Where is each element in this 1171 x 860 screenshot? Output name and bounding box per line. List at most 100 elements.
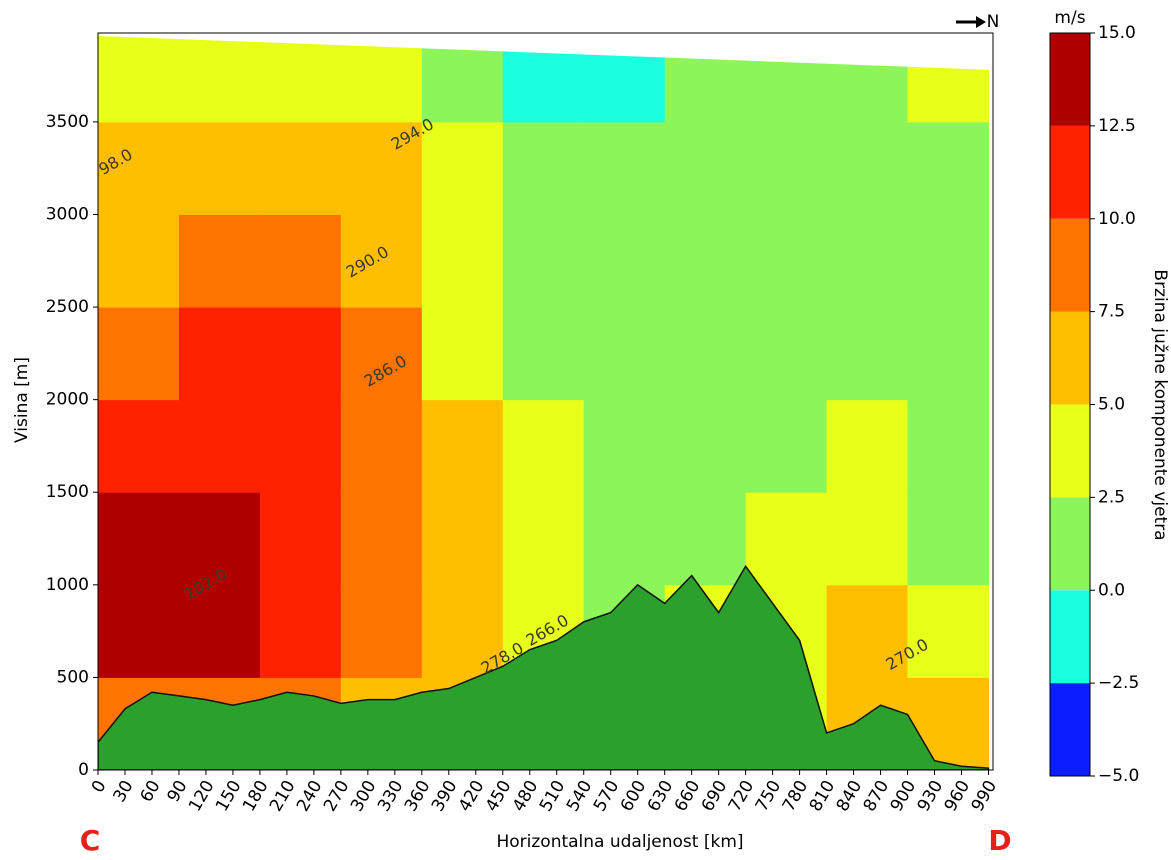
x-tick-label: 390 (428, 777, 462, 815)
colorbar-segment (1050, 683, 1090, 776)
field-cell (98, 492, 180, 586)
field-cell (259, 121, 342, 215)
x-tick-label: 450 (482, 777, 516, 815)
field-cell (259, 584, 342, 678)
x-tick-label: 690 (698, 777, 732, 815)
field-cell (583, 399, 666, 493)
right-end-label: D (988, 824, 1011, 856)
y-tick-label: 2500 (46, 297, 89, 317)
field-cell (745, 399, 828, 493)
field-cell (745, 121, 828, 215)
x-tick-label: 300 (347, 777, 381, 815)
field-cell (421, 399, 504, 493)
north-label: N (987, 12, 1000, 32)
colorbar-segment (1050, 497, 1090, 591)
colorbar-tick-label: 10.0 (1098, 209, 1136, 229)
field-cell (745, 492, 828, 586)
x-tick-label: 420 (455, 777, 489, 815)
field-cell (98, 399, 180, 493)
x-tick-label: 540 (563, 777, 597, 815)
field-cell (907, 121, 990, 215)
x-tick-label: 240 (293, 777, 327, 815)
y-tick-label: 3000 (46, 204, 89, 224)
terrain (98, 564, 990, 770)
field-cell (907, 399, 990, 493)
field-cell (826, 399, 909, 493)
x-tick-label: 630 (644, 777, 678, 815)
x-tick-label: 660 (671, 777, 705, 815)
field-cell (178, 492, 261, 586)
colorbar-tick-label: 5.0 (1098, 395, 1125, 415)
y-axis-label: Visina [m] (12, 357, 32, 443)
field-cell (664, 307, 747, 401)
field-cell (826, 307, 909, 401)
x-tick-label: 510 (536, 777, 570, 815)
field-cell (583, 307, 666, 401)
field-cell (826, 121, 909, 215)
x-tick-label: 780 (779, 777, 813, 815)
field-cell (340, 584, 423, 678)
colorbar-label: Brzina južne komponente vjetra (1150, 269, 1170, 540)
field-cell (907, 492, 990, 586)
x-tick-label: 180 (239, 777, 273, 815)
x-tick-label: 150 (212, 777, 246, 815)
x-tick-label: 870 (860, 777, 894, 815)
field-cell (907, 214, 990, 308)
field-cell (259, 492, 342, 586)
field-cell (259, 399, 342, 493)
x-tick-label: 750 (752, 777, 786, 815)
x-tick-label: 600 (617, 777, 651, 815)
field-cell (907, 307, 990, 401)
field-cell (745, 214, 828, 308)
field-cell (178, 121, 261, 215)
x-tick-label: 210 (266, 777, 300, 815)
y-tick-label: 3500 (46, 112, 89, 132)
field-cell (502, 121, 585, 215)
field-cell (259, 307, 342, 401)
colorbar-tick-label: −2.5 (1098, 673, 1139, 693)
field-cell (340, 307, 423, 401)
field-cell (340, 121, 423, 215)
field-cell (907, 584, 990, 678)
field-cell (664, 399, 747, 493)
field-cell (826, 584, 909, 678)
field-cell (421, 307, 504, 401)
colorbar-segment (1050, 218, 1090, 312)
colorbar-segment (1050, 33, 1090, 126)
field-cell (98, 121, 180, 215)
x-tick-label: 60 (136, 777, 164, 806)
x-tick-label: 960 (941, 777, 975, 815)
field-cell (259, 33, 342, 123)
field-cell (178, 214, 261, 308)
field-cell (502, 492, 585, 586)
x-tick-label: 270 (320, 777, 354, 815)
field-cell (340, 492, 423, 586)
colorbar-tick-label: 15.0 (1098, 23, 1136, 43)
x-tick-label: 720 (725, 777, 759, 815)
x-tick-label: 570 (590, 777, 624, 815)
field-cell (421, 584, 504, 678)
x-tick-label: 120 (185, 777, 219, 815)
plot-frame (97, 32, 994, 771)
top-mask (98, 33, 993, 70)
field-cell (826, 214, 909, 308)
field-cell (178, 33, 261, 123)
x-tick-label: 480 (509, 777, 543, 815)
field-cell (259, 214, 342, 308)
colorbar-segment (1050, 311, 1090, 405)
field-cell (340, 33, 423, 123)
field-cell (98, 584, 180, 678)
colorbar-tick-label: 7.5 (1098, 302, 1125, 322)
field-cell (664, 121, 747, 215)
x-tick-label: 990 (968, 777, 1002, 815)
y-tick-label: 2000 (46, 390, 89, 410)
north-arrow-head (976, 16, 986, 28)
x-tick-label: 0 (88, 777, 111, 796)
field-cell (421, 214, 504, 308)
x-tick-label: 330 (374, 777, 408, 815)
field-cell (421, 121, 504, 215)
field-cell (502, 307, 585, 401)
field-cell (664, 214, 747, 308)
field-cell (178, 307, 261, 401)
